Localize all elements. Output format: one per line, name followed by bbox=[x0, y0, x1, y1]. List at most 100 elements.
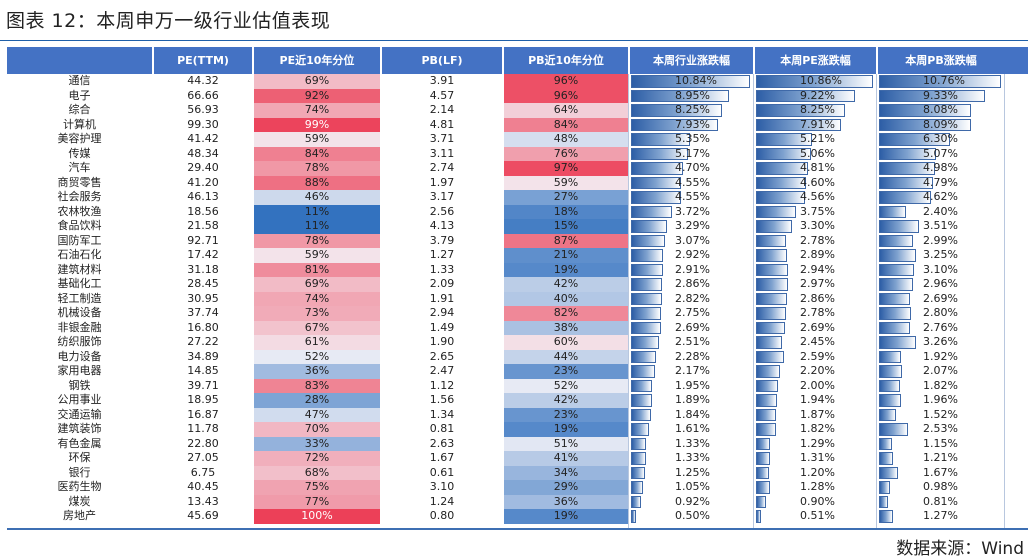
pb-percentile-heat bbox=[504, 509, 628, 524]
pe-percentile-heat bbox=[254, 175, 380, 190]
cell-pe-pct: 59% bbox=[304, 248, 330, 261]
pe-percentile-heat bbox=[254, 422, 380, 437]
cell-pb: 2.09 bbox=[429, 277, 455, 290]
column-divider bbox=[1004, 74, 1005, 528]
cell-pe-pct: 67% bbox=[304, 320, 330, 334]
cell-pb-pct: 29% bbox=[553, 480, 579, 493]
pb-chg-value: 2.99% bbox=[923, 233, 958, 247]
pb-chg-bar bbox=[879, 104, 971, 117]
cell-pe: 28.45 bbox=[187, 277, 219, 290]
cell-pe: 45.69 bbox=[187, 509, 219, 522]
cell-pb: 2.14 bbox=[429, 103, 455, 116]
chg-value: 4.70% bbox=[675, 161, 710, 174]
pe-percentile-heat bbox=[254, 117, 380, 132]
pe-chg-bar bbox=[756, 75, 873, 88]
cell-industry: 医药生物 bbox=[57, 480, 102, 493]
cell-pb: 3.17 bbox=[429, 190, 455, 203]
pb-chg-bar bbox=[879, 379, 900, 392]
cell-industry: 美容护理 bbox=[57, 132, 102, 145]
pb-chg-bar bbox=[879, 220, 919, 233]
chg-bar bbox=[631, 133, 690, 146]
pe-chg-value: 2.86% bbox=[800, 291, 835, 305]
column-divider bbox=[876, 74, 877, 528]
pb-chg-value: 1.92% bbox=[923, 349, 958, 363]
cell-pb: 2.94 bbox=[429, 306, 455, 319]
pe-percentile-heat bbox=[254, 146, 380, 161]
cell-pb: 4.13 bbox=[429, 219, 455, 232]
chg-value: 1.84% bbox=[675, 407, 710, 421]
cell-pe: 66.66 bbox=[187, 88, 219, 102]
pb-chg-bar bbox=[879, 452, 893, 465]
pe-percentile-heat bbox=[254, 132, 380, 147]
chg-bar bbox=[631, 394, 652, 407]
cell-pb-pct: 82% bbox=[553, 306, 579, 319]
header-separator bbox=[628, 47, 630, 74]
pb-chg-value: 4.62% bbox=[923, 190, 958, 203]
chg-value: 3.72% bbox=[675, 204, 710, 218]
pe-chg-bar bbox=[756, 481, 770, 494]
table-row: 建筑材料 31.18 81% 1.33 19% 2.91% 2.94% 3.10% bbox=[7, 262, 1028, 277]
cell-pb: 4.57 bbox=[429, 88, 455, 102]
pe-chg-bar bbox=[756, 321, 785, 334]
pe-chg-bar bbox=[756, 118, 842, 131]
pb-percentile-heat bbox=[504, 262, 628, 277]
header-industry bbox=[7, 47, 152, 74]
pb-chg-value: 2.07% bbox=[923, 364, 958, 377]
pe-chg-value: 2.94% bbox=[800, 262, 835, 276]
cell-pe-pct: 11% bbox=[304, 204, 330, 218]
cell-pe: 34.89 bbox=[187, 349, 219, 363]
cell-pb: 2.74 bbox=[429, 161, 455, 174]
cell-pb: 1.49 bbox=[429, 320, 455, 334]
cell-pe: 14.85 bbox=[187, 364, 219, 377]
data-source: 数据来源：Wind bbox=[896, 539, 1024, 559]
pb-chg-bar bbox=[879, 408, 897, 421]
cell-pe: 22.80 bbox=[187, 436, 219, 450]
pe-chg-value: 5.06% bbox=[800, 146, 835, 160]
chg-value: 2.82% bbox=[675, 291, 710, 305]
table-row: 通信 44.32 69% 3.91 96% 10.84% 10.86% 10.76% bbox=[7, 74, 1028, 89]
cell-pb-pct: 19% bbox=[553, 509, 579, 522]
table-row: 农林牧渔 18.56 11% 2.56 18% 3.72% 3.75% 2.40% bbox=[7, 204, 1028, 219]
cell-industry: 农林牧渔 bbox=[57, 204, 102, 218]
pb-percentile-heat bbox=[504, 480, 628, 495]
cell-pe: 41.42 bbox=[187, 132, 219, 145]
pe-chg-value: 1.29% bbox=[800, 436, 835, 450]
pb-percentile-heat bbox=[504, 349, 628, 364]
cell-pb-pct: 84% bbox=[553, 117, 579, 131]
pb-percentile-heat bbox=[504, 465, 628, 480]
pb-chg-bar bbox=[879, 249, 916, 262]
column-divider bbox=[753, 74, 754, 528]
pb-chg-bar bbox=[879, 234, 913, 247]
cell-industry: 纺织服饰 bbox=[57, 335, 102, 348]
cell-industry: 钢铁 bbox=[68, 378, 91, 392]
pe-chg-value: 1.20% bbox=[800, 465, 835, 479]
pb-chg-value: 1.96% bbox=[923, 393, 958, 406]
cell-pb-pct: 36% bbox=[553, 494, 579, 508]
table-row: 石油石化 17.42 59% 1.27 21% 2.92% 2.89% 3.25% bbox=[7, 248, 1028, 263]
title-divider bbox=[0, 40, 1028, 41]
cell-industry: 国防军工 bbox=[57, 233, 102, 247]
pb-percentile-heat bbox=[504, 407, 628, 422]
cell-pe-pct: 99% bbox=[304, 117, 330, 131]
table-row: 美容护理 41.42 59% 3.71 48% 5.35% 5.21% 6.30% bbox=[7, 132, 1028, 147]
cell-pb-pct: 19% bbox=[553, 422, 579, 435]
header-industry-change: 本周行业涨跌幅 bbox=[653, 54, 730, 67]
chg-bar bbox=[631, 176, 681, 189]
pb-percentile-heat bbox=[504, 233, 628, 248]
cell-industry: 煤炭 bbox=[68, 494, 91, 508]
pb-percentile-heat bbox=[504, 74, 628, 89]
pb-percentile-heat bbox=[504, 393, 628, 408]
cell-pb-pct: 23% bbox=[553, 364, 579, 377]
chg-bar bbox=[631, 104, 722, 117]
pe-percentile-heat bbox=[254, 219, 380, 234]
cell-pe: 40.45 bbox=[187, 480, 219, 493]
pb-chg-bar bbox=[879, 292, 910, 305]
table-row: 纺织服饰 27.22 61% 1.90 60% 2.51% 2.45% 3.26% bbox=[7, 335, 1028, 350]
pb-chg-bar bbox=[879, 118, 971, 131]
pe-percentile-heat bbox=[254, 465, 380, 480]
cell-industry: 社会服务 bbox=[57, 190, 102, 203]
cell-pe-pct: 36% bbox=[304, 364, 330, 377]
header-pb: PB(LF) bbox=[421, 54, 463, 67]
pb-chg-value: 2.80% bbox=[923, 306, 958, 319]
cell-pb: 0.80 bbox=[429, 509, 455, 522]
